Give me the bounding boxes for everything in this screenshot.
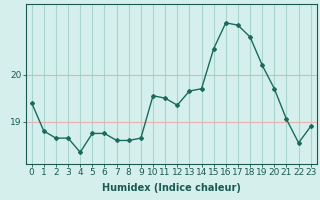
X-axis label: Humidex (Indice chaleur): Humidex (Indice chaleur) [102,183,241,193]
